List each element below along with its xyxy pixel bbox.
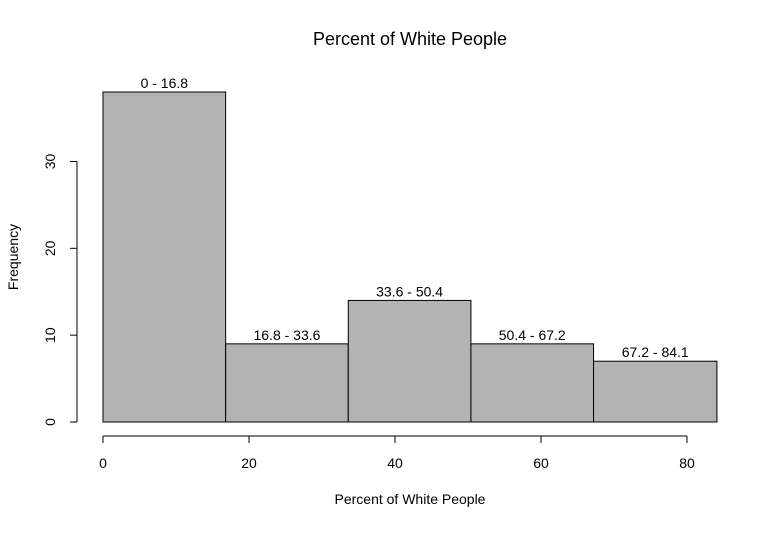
bar-labels-group: 0 - 16.8 16.8 - 33.6 33.6 - 50.4 50.4 - 67.… — [141, 75, 689, 360]
y-axis-label: Frequency — [5, 224, 21, 290]
y-axis: 0 10 20 30 — [42, 153, 78, 426]
histogram-bar — [225, 343, 349, 423]
histogram-bar — [102, 91, 227, 423]
histogram-bar — [347, 299, 472, 423]
x-axis: 0 20 40 60 80 — [99, 435, 695, 471]
y-tick-label: 10 — [42, 327, 58, 343]
x-tick-label: 0 — [99, 455, 107, 471]
x-tick-label: 40 — [387, 455, 403, 471]
bar-range-label: 33.6 - 50.4 — [376, 283, 443, 299]
y-tick-label: 20 — [42, 240, 58, 256]
bar-range-label: 0 - 16.8 — [141, 75, 189, 91]
x-tick-label: 20 — [241, 455, 257, 471]
y-tick-label: 30 — [42, 153, 58, 169]
x-tick-label: 80 — [679, 455, 695, 471]
bar-range-label: 67.2 - 84.1 — [622, 344, 689, 360]
y-tick-label: 0 — [42, 418, 58, 426]
chart-title: Percent of White People — [313, 29, 507, 49]
bar-range-label: 50.4 - 67.2 — [499, 327, 566, 343]
histogram-bar — [593, 360, 718, 423]
x-tick-label: 60 — [533, 455, 549, 471]
bars-group — [102, 91, 718, 423]
bar-range-label: 16.8 - 33.6 — [253, 327, 320, 343]
x-axis-label: Percent of White People — [335, 491, 486, 507]
histogram-bar — [470, 343, 595, 423]
